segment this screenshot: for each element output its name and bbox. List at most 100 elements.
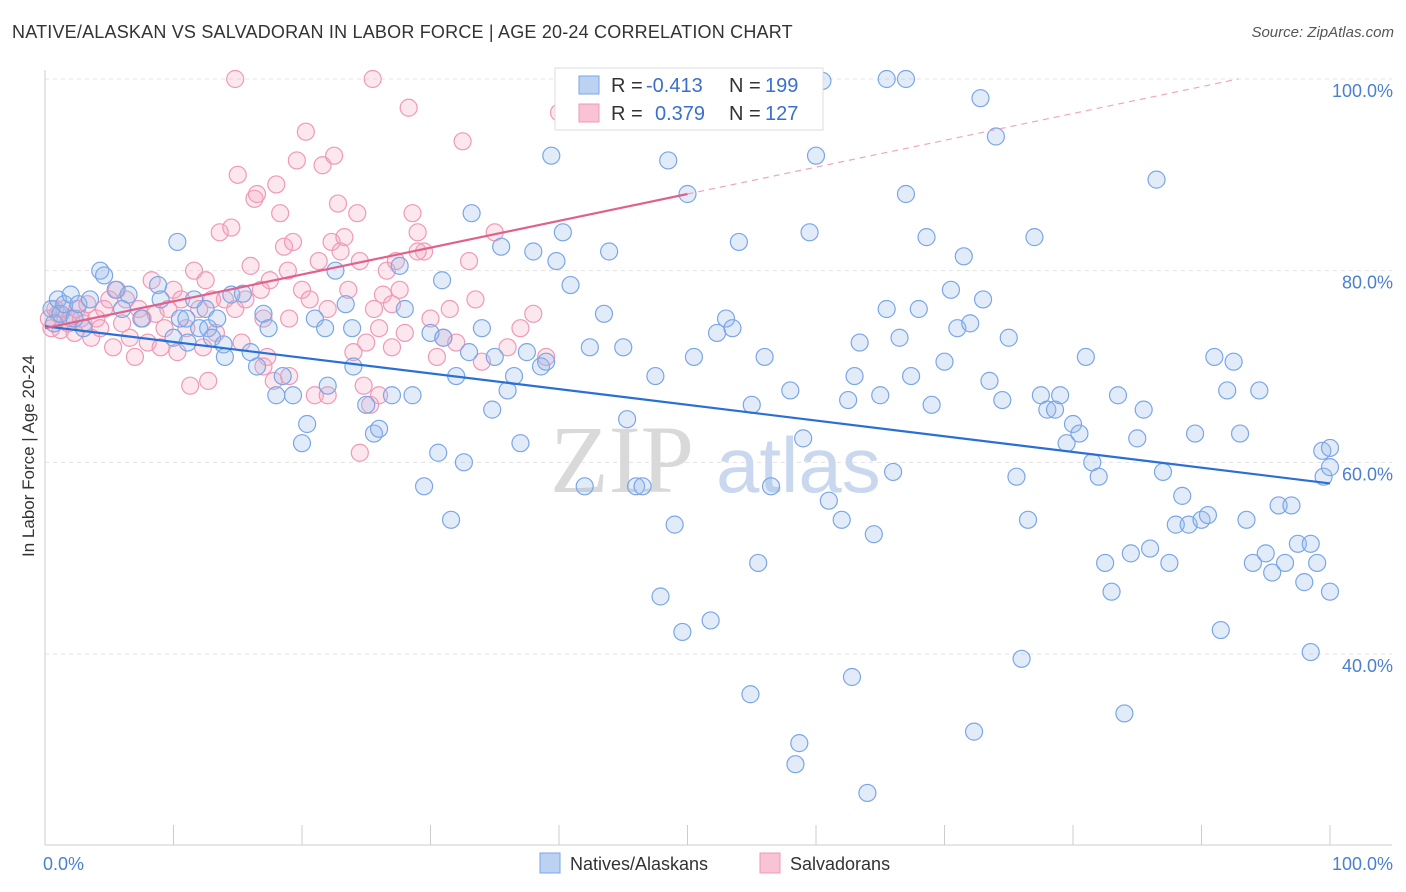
native-point-61 (441, 510, 461, 529)
native-point-72 (511, 434, 530, 453)
native-point-118 (858, 783, 877, 803)
native-point-74 (524, 242, 543, 261)
chart-title: NATIVE/ALASKAN VS SALVADORAN IN LABOR FO… (12, 22, 793, 42)
salvadoran-point-55 (254, 309, 273, 328)
native-point-185 (1295, 573, 1314, 592)
native-point-84 (600, 242, 619, 261)
series-legend: Natives/Alaskans Salvadorans (539, 852, 890, 874)
gridlines (45, 78, 1392, 655)
native-point-68 (485, 347, 504, 367)
legend-r-value-salvadorans: 0.379 (655, 103, 705, 125)
native-point-119 (864, 525, 883, 544)
native-point-116 (845, 366, 864, 386)
salvadoran-point-102 (453, 132, 472, 151)
x-tick-label-100: 100.0% (1332, 854, 1393, 874)
native-point-153 (1089, 467, 1108, 486)
salvadoran-point-114 (363, 69, 382, 89)
salvadoran-point-52 (245, 189, 264, 208)
native-point-4 (55, 295, 74, 314)
native-point-63 (454, 453, 474, 472)
salvadoran-point-117 (318, 386, 337, 405)
native-point-88 (633, 477, 652, 496)
native-point-7 (69, 295, 88, 314)
bottom-legend-natives: Natives/Alaskans (570, 854, 708, 874)
native-point-69 (492, 237, 511, 256)
salvadoran-point-76 (331, 242, 350, 261)
bottom-swatch-natives (539, 852, 561, 874)
native-point-177 (1243, 553, 1263, 573)
native-point-54 (395, 299, 414, 319)
native-point-106 (781, 381, 800, 400)
native-point-79 (553, 223, 572, 242)
salvadoran-point-103 (459, 251, 479, 271)
native-point-22 (177, 309, 196, 328)
native-point-83 (594, 304, 614, 323)
salvadoran-point-119 (382, 338, 402, 357)
native-point-51 (370, 419, 389, 438)
native-point-134 (964, 722, 984, 741)
native-point-105 (761, 477, 781, 496)
salvadoran-point-41 (199, 371, 218, 390)
legend-r-label-natives: R = (611, 75, 643, 97)
native-point-196 (877, 69, 896, 89)
salvadoran-point-86 (370, 319, 389, 338)
native-point-156 (1108, 386, 1128, 405)
native-point-163 (1153, 462, 1173, 482)
salvadoran-point-72 (318, 299, 337, 319)
native-point-127 (917, 228, 936, 247)
native-point-14 (119, 285, 138, 304)
native-point-128 (922, 395, 941, 414)
y-axis-title: In Labor Force | Age 20-24 (19, 355, 38, 557)
native-point-46 (336, 295, 355, 314)
salvadoran-point-29 (151, 338, 170, 357)
salvadoran-point-118 (370, 386, 389, 405)
native-point-35 (254, 304, 273, 323)
native-point-20 (168, 232, 187, 252)
native-point-129 (935, 352, 954, 371)
salvadoran-point-77 (335, 228, 354, 247)
native-point-65 (462, 204, 481, 223)
native-point-100 (729, 232, 749, 252)
legend-r-value-natives: -0.413 (646, 75, 703, 97)
native-point-179 (1256, 544, 1275, 563)
native-point-188 (1308, 553, 1327, 573)
native-point-108 (790, 734, 809, 753)
native-point-43 (316, 319, 335, 338)
native-point-38 (273, 366, 292, 386)
native-point-56 (414, 477, 434, 496)
native-point-82 (580, 338, 599, 357)
native-point-36 (259, 319, 278, 338)
native-point-158 (1121, 544, 1140, 563)
native-point-115 (842, 667, 862, 687)
native-point-99 (723, 319, 742, 338)
native-point-90 (651, 587, 670, 606)
salvadoran-point-110 (537, 347, 556, 367)
salvadoran-point-100 (440, 299, 459, 319)
salvadoran-point-51 (241, 256, 260, 275)
native-point-176 (1237, 510, 1256, 529)
native-point-110 (800, 223, 819, 242)
legend-n-value-salvadorans: 127 (765, 103, 798, 125)
native-point-81 (575, 477, 594, 496)
salvadorans-trend-extension (687, 78, 1239, 195)
salvadoran-point-70 (309, 251, 328, 271)
native-point-125 (901, 366, 921, 386)
salvadoran-point-82 (354, 376, 373, 395)
native-point-171 (1205, 347, 1224, 367)
native-point-47 (343, 319, 362, 338)
legend-swatch-salvadorans (578, 103, 600, 123)
native-point-86 (618, 410, 637, 429)
legend-n-label-salvadorans: N = (729, 103, 761, 125)
salvadoran-point-66 (292, 280, 312, 299)
salvadoran-point-65 (287, 151, 306, 170)
trend-lines (44, 78, 1331, 485)
native-point-80 (561, 275, 580, 295)
native-point-132 (954, 247, 973, 266)
salvadoran-point-107 (498, 338, 517, 357)
native-point-192 (1320, 458, 1340, 477)
salvadoran-point-92 (395, 323, 414, 343)
natives-trend-line (44, 325, 1331, 485)
native-point-142 (1018, 510, 1038, 529)
native-point-173 (1218, 381, 1237, 400)
